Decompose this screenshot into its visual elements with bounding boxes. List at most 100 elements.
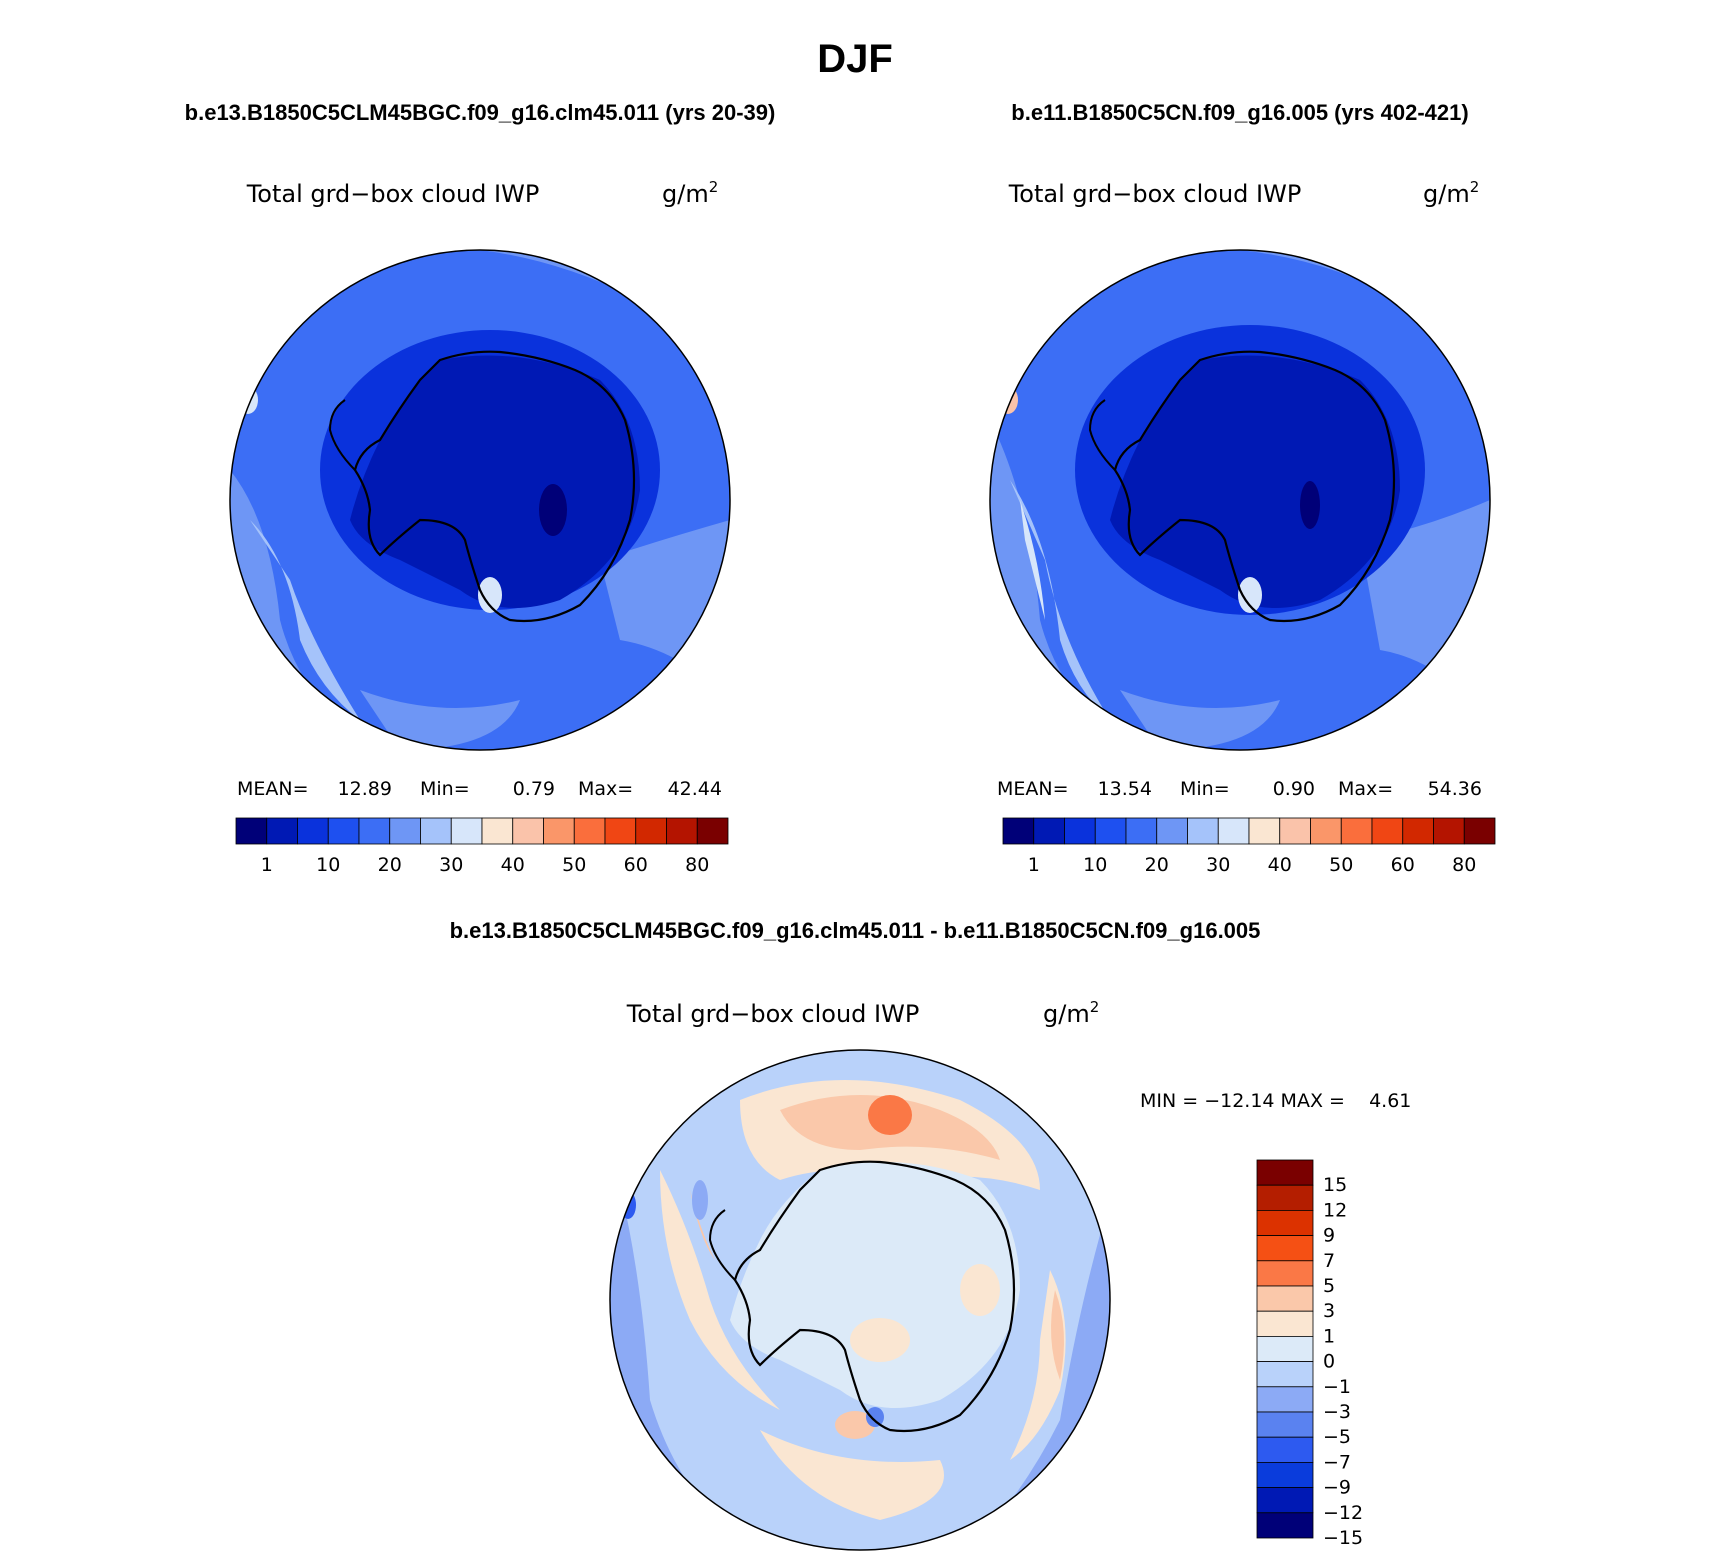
panel-right-units: g/m2 <box>1423 178 1479 208</box>
panel-right-colorbar-box <box>1064 817 1096 845</box>
panel-left-colorbar-box <box>635 817 667 845</box>
panel-diff-colorbar-tick-label: −5 <box>1323 1426 1351 1448</box>
panel-diff-colorbar-tick-label: 1 <box>1323 1325 1335 1347</box>
panel-right-colorbar-box <box>1187 817 1219 845</box>
panel-right-colorbar-box <box>1340 817 1373 845</box>
panel-left-colorbar-box <box>450 817 483 845</box>
panel-left-colorbar-box <box>297 817 329 845</box>
panel-left-colorbar-box <box>573 817 606 845</box>
panel-right-colorbar-tick-label: 30 <box>1206 854 1230 876</box>
panel-right-colorbar-tick-label: 10 <box>1083 854 1107 876</box>
panel-right-colorbar-box <box>1156 817 1188 845</box>
panel-diff-colorbar-box <box>1256 1260 1314 1287</box>
panel-diff-colorbar-tick-label: 5 <box>1323 1275 1335 1297</box>
panel-diff-colorbar-box <box>1256 1462 1314 1489</box>
panel-left-case-title: b.e13.B1850C5CLM45BGC.f09_g16.clm45.011 … <box>185 100 776 125</box>
panel-left-colorbar-box <box>235 817 268 845</box>
panel-left-colorbar-box <box>481 817 514 845</box>
panel-diff-title: b.e13.B1850C5CLM45BGC.f09_g16.clm45.011 … <box>450 918 1261 943</box>
panel-right-colorbar-box <box>1217 817 1250 845</box>
panel-right-colorbar-box <box>1125 817 1158 845</box>
panel-right-colorbar-box <box>1402 817 1434 845</box>
panel-diff-colorbar-tick-label: −9 <box>1323 1477 1351 1499</box>
panel-left-colorbar-tick-label: 10 <box>316 854 340 876</box>
panel-left-colorbar-tick-label: 30 <box>439 854 463 876</box>
panel-diff-map-frame <box>609 1049 1111 1551</box>
panel-diff-colorbar-tick-label: −7 <box>1323 1451 1351 1473</box>
panel-left-max: 42.44 <box>668 778 722 800</box>
panel-diff: b.e13.B1850C5CLM45BGC.f09_g16.clm45.011 … <box>450 918 1411 1551</box>
panel-diff-colorbar-box <box>1256 1159 1314 1186</box>
panel-right-map-frame <box>989 249 1491 751</box>
panel-right-colorbar-tick-label: 20 <box>1145 854 1169 876</box>
panel-left-colorbar-tick-label: 1 <box>261 854 273 876</box>
panel-right-variable: Total grd−box cloud IWP <box>1008 180 1302 208</box>
panel-right-colorbar-tick-label: 40 <box>1268 854 1292 876</box>
panel-left-min-label: Min= <box>420 778 470 800</box>
panel-diff-colorbar-box <box>1256 1512 1314 1539</box>
panel-left-colorbar-tick-label: 80 <box>685 854 709 876</box>
panel-diff-colorbar-tick-label: −12 <box>1323 1502 1363 1524</box>
panel-diff-colorbar-box <box>1256 1487 1314 1514</box>
panel-left-colorbar-box <box>358 817 391 845</box>
panel-right-colorbar-box <box>1310 817 1342 845</box>
panel-right-colorbar-box <box>1002 817 1035 845</box>
panel-diff-colorbar-tick-label: 12 <box>1323 1199 1347 1221</box>
panel-left-variable: Total grd−box cloud IWP <box>246 180 540 208</box>
panel-diff-map <box>610 1050 1110 1550</box>
panel-left-colorbar-box <box>327 817 360 845</box>
panel-diff-minmax: MIN = −12.14 MAX = 4.61 <box>1140 1090 1411 1112</box>
panel-diff-colorbar-box <box>1256 1310 1314 1337</box>
panel-left-colorbar-box <box>266 817 298 845</box>
panel-left-colorbar-tick-label: 50 <box>562 854 586 876</box>
panel-left-map-frame <box>229 249 731 751</box>
panel-right-mean-label: MEAN= <box>997 778 1069 800</box>
panel-left-stats: MEAN= 12.89 Min= 0.79 Max= 42.44 <box>237 778 722 800</box>
panel-right-colorbar-box <box>1094 817 1127 845</box>
panel-diff-colorbar-box <box>1256 1386 1314 1413</box>
panel-left-colorbar-box <box>543 817 575 845</box>
panel-diff-colorbar-tick-label: −15 <box>1323 1527 1363 1549</box>
panel-right-min: 0.90 <box>1273 778 1315 800</box>
panel-left: b.e13.B1850C5CLM45BGC.f09_g16.clm45.011 … <box>185 100 776 876</box>
panel-right-map <box>990 250 1490 750</box>
panel-left-colorbar-box <box>389 817 421 845</box>
panel-right-colorbar-tick-label: 60 <box>1391 854 1415 876</box>
panel-left-units: g/m2 <box>662 178 718 208</box>
panel-left-colorbar-box <box>696 817 729 845</box>
panel-right-colorbar: 1 10 20 30 40 50 60 80 <box>1002 817 1496 876</box>
panel-left-colorbar-box <box>604 817 637 845</box>
panel-left-colorbar-box <box>512 817 544 845</box>
panel-right-min-label: Min= <box>1180 778 1230 800</box>
panel-diff-colorbar-tick-label: −3 <box>1323 1401 1351 1423</box>
panel-right-colorbar-box <box>1248 817 1281 845</box>
panel-diff-colorbar-box <box>1256 1235 1314 1262</box>
panel-right-stats: MEAN= 13.54 Min= 0.90 Max= 54.36 <box>997 778 1482 800</box>
panel-left-colorbar-tick-label: 40 <box>501 854 525 876</box>
panel-diff-colorbar-tick-label: 7 <box>1323 1250 1335 1272</box>
panel-right-colorbar-box <box>1371 817 1404 845</box>
panel-diff-colorbar-box <box>1256 1411 1314 1438</box>
panel-right-colorbar-tick-label: 1 <box>1028 854 1040 876</box>
panel-diff-colorbar: 15 12 9 7 5 3 1 0 −1 −3 −5 −7 −9 −12 −15 <box>1256 1159 1363 1549</box>
panel-diff-colorbar-tick-label: 3 <box>1323 1300 1335 1322</box>
panel-left-mean-label: MEAN= <box>237 778 309 800</box>
panel-diff-colorbar-box <box>1256 1184 1314 1211</box>
panel-right-colorbar-tick-label: 80 <box>1452 854 1476 876</box>
panel-left-max-label: Max= <box>578 778 633 800</box>
panel-right-case-title: b.e11.B1850C5CN.f09_g16.005 (yrs 402-421… <box>1011 100 1468 125</box>
panel-diff-colorbar-tick-label: 0 <box>1323 1351 1335 1373</box>
panel-right-colorbar-box <box>1033 817 1065 845</box>
panel-diff-colorbar-tick-label: 9 <box>1323 1225 1335 1247</box>
panel-diff-colorbar-box <box>1256 1361 1314 1388</box>
panel-left-map <box>230 250 730 750</box>
panel-left-mean: 12.89 <box>338 778 392 800</box>
panel-diff-units: g/m2 <box>1043 998 1099 1028</box>
panel-left-min: 0.79 <box>513 778 555 800</box>
panel-right-colorbar-tick-label: 50 <box>1329 854 1353 876</box>
panel-diff-variable: Total grd−box cloud IWP <box>626 1000 920 1028</box>
panel-diff-colorbar-box <box>1256 1210 1314 1237</box>
panel-diff-colorbar-box <box>1256 1285 1314 1312</box>
panel-right-max: 54.36 <box>1428 778 1482 800</box>
panel-right-colorbar-box <box>1279 817 1311 845</box>
